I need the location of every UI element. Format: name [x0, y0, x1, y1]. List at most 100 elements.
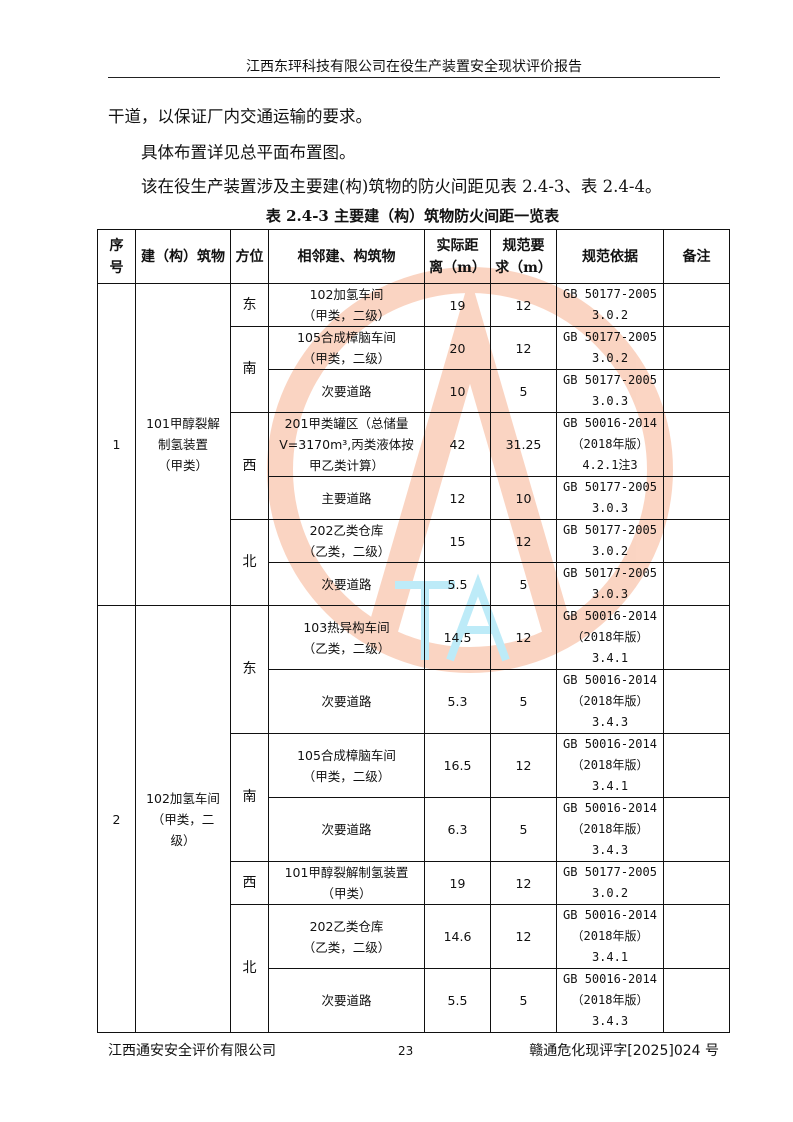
- required-distance: 12: [490, 326, 557, 370]
- note: [663, 733, 730, 798]
- direction: 西: [230, 861, 269, 905]
- actual-distance: 10: [424, 369, 491, 413]
- actual-distance: 14.5: [424, 605, 491, 670]
- building-name: 102加氢车间 （甲类，二 级）: [135, 605, 231, 1033]
- adjacent-building: 次要道路: [268, 797, 425, 862]
- table-row: 次要道路 5.5 5 GB 50177-2005 3.0.3: [98, 562, 730, 606]
- standard-basis: GB 50016-2014 （2018年版） 3.4.1: [556, 733, 664, 798]
- running-header: 江西东玶科技有限公司在役生产装置安全现状评价报告: [246, 59, 582, 75]
- required-distance: 10: [490, 476, 557, 520]
- standard-basis: GB 50177-2005 3.0.2: [556, 283, 664, 327]
- note: [663, 669, 730, 734]
- adjacent-building: 次要道路: [268, 562, 425, 606]
- note: [663, 519, 730, 563]
- paragraph-2: 具体布置详见总平面布置图。: [141, 143, 356, 162]
- column-header: 序 号: [97, 229, 136, 284]
- note: [663, 476, 730, 520]
- column-header: 方位: [230, 229, 269, 284]
- adjacent-building: 105合成樟脑车间 （甲类，二级）: [268, 733, 425, 798]
- standard-basis: GB 50177-2005 3.0.2: [556, 326, 664, 370]
- standard-basis: GB 50177-2005 3.0.2: [556, 861, 664, 905]
- actual-distance: 16.5: [424, 733, 491, 798]
- footer-doc-number: 赣通危化现评字[2025]024 号: [529, 1043, 719, 1059]
- column-header: 规范依据: [556, 229, 664, 284]
- column-header: 实际距 离（m）: [424, 229, 491, 284]
- actual-distance: 42: [424, 412, 491, 477]
- table-row: 1 101甲醇裂解 制氢装置 （甲类）东 102加氢车间 （甲类，二级） 19 12 GB…: [97, 283, 730, 606]
- table-row: 次要道路 6.3 5 GB 50016-2014 （2018年版） 3.4.3: [98, 797, 730, 862]
- standard-basis: GB 50177-2005 3.0.2: [556, 519, 664, 563]
- table-row: 主要道路 12 10 GB 50177-2005 3.0.3: [98, 476, 730, 520]
- table-row: 次要道路 5.5 5 GB 50016-2014 （2018年版） 3.4.3: [98, 968, 730, 1033]
- note: [663, 904, 730, 969]
- direction: 北: [230, 904, 269, 1033]
- adjacent-building: 202乙类仓库 （乙类，二级）: [268, 904, 425, 969]
- actual-distance: 12: [424, 476, 491, 520]
- required-distance: 12: [490, 861, 557, 905]
- standard-basis: GB 50016-2014 （2018年版） 4.2.1注3: [556, 412, 664, 477]
- adjacent-building: 102加氢车间 （甲类，二级）: [268, 283, 425, 327]
- table-row: 南 105合成樟脑车间 （甲类，二级） 20 12 GB 50177-2005 3.0.…: [98, 326, 730, 413]
- row-number: 2: [97, 605, 136, 1033]
- table-row: 西 101甲醇裂解制氢装置 （甲类） 19 12 GB 50177-2005 3.0.2: [98, 861, 730, 905]
- direction: 南: [230, 326, 269, 413]
- table-row: 次要道路 10 5 GB 50177-2005 3.0.3: [98, 369, 730, 413]
- column-header: 建（构）筑物: [135, 229, 231, 284]
- note: [663, 562, 730, 606]
- standard-basis: GB 50177-2005 3.0.3: [556, 476, 664, 520]
- adjacent-building: 105合成樟脑车间 （甲类，二级）: [268, 326, 425, 370]
- standard-basis: GB 50177-2005 3.0.3: [556, 562, 664, 606]
- table-row: 北 202乙类仓库 （乙类，二级） 14.6 12 GB 50016-2014 （201…: [98, 904, 730, 1033]
- paragraph-3: 该在役生产装置涉及主要建(构)筑物的防火间距见表 2.4-3、表 2.4-4。: [141, 177, 662, 196]
- table-caption: 表 2.4-3 主要建（构）筑物防火间距一览表: [265, 207, 560, 225]
- direction: 西: [230, 412, 269, 520]
- required-distance: 12: [490, 605, 557, 670]
- header-divider: [108, 77, 720, 78]
- required-distance: 5: [490, 968, 557, 1033]
- required-distance: 31.25: [490, 412, 557, 477]
- adjacent-building: 103热异构车间 （乙类，二级）: [268, 605, 425, 670]
- adjacent-building: 202乙类仓库 （乙类，二级）: [268, 519, 425, 563]
- required-distance: 12: [490, 283, 557, 327]
- note: [663, 861, 730, 905]
- table-row: 南 105合成樟脑车间 （甲类，二级） 16.5 12 GB 50016-2014 （2…: [98, 733, 730, 862]
- note: [663, 605, 730, 670]
- adjacent-building: 主要道路: [268, 476, 425, 520]
- paragraph-1: 干道，以保证厂内交通运输的要求。: [108, 107, 372, 126]
- actual-distance: 5.5: [424, 968, 491, 1033]
- required-distance: 12: [490, 733, 557, 798]
- standard-basis: GB 50016-2014 （2018年版） 3.4.1: [556, 904, 664, 969]
- actual-distance: 6.3: [424, 797, 491, 862]
- actual-distance: 15: [424, 519, 491, 563]
- direction: 南: [230, 733, 269, 862]
- actual-distance: 19: [424, 861, 491, 905]
- note: [663, 797, 730, 862]
- actual-distance: 14.6: [424, 904, 491, 969]
- table-row: 2 102加氢车间 （甲类，二 级）东 103热异构车间 （乙类，二级） 14.5 12…: [97, 605, 730, 1033]
- table-row: 西 201甲类罐区（总储量 V=3170m³,丙类液体按 甲乙类计算） 42 31.2…: [98, 412, 730, 520]
- note: [663, 412, 730, 477]
- note: [663, 283, 730, 327]
- building-name: 101甲醇裂解 制氢装置 （甲类）: [135, 283, 231, 606]
- note: [663, 369, 730, 413]
- note: [663, 968, 730, 1033]
- direction: 东: [230, 283, 269, 327]
- page-number: 23: [398, 1044, 414, 1058]
- standard-basis: GB 50016-2014 （2018年版） 3.4.3: [556, 968, 664, 1033]
- adjacent-building: 次要道路: [268, 968, 425, 1033]
- required-distance: 5: [490, 369, 557, 413]
- direction: 东: [230, 605, 269, 734]
- actual-distance: 19: [424, 283, 491, 327]
- column-header: 备注: [663, 229, 730, 284]
- required-distance: 5: [490, 669, 557, 734]
- column-header: 规范要 求（m）: [490, 229, 557, 284]
- table-header-row: 序 号建（构）筑物 方位 相邻建、构筑物 实际距 离（m） 规范要 求（m） 规范依据 备注: [97, 229, 730, 284]
- direction: 北: [230, 519, 269, 606]
- required-distance: 5: [490, 797, 557, 862]
- standard-basis: GB 50016-2014 （2018年版） 3.4.3: [556, 797, 664, 862]
- adjacent-building: 次要道路: [268, 369, 425, 413]
- standard-basis: GB 50016-2014 （2018年版） 3.4.1: [556, 605, 664, 670]
- adjacent-building: 次要道路: [268, 669, 425, 734]
- standard-basis: GB 50016-2014 （2018年版） 3.4.3: [556, 669, 664, 734]
- required-distance: 12: [490, 904, 557, 969]
